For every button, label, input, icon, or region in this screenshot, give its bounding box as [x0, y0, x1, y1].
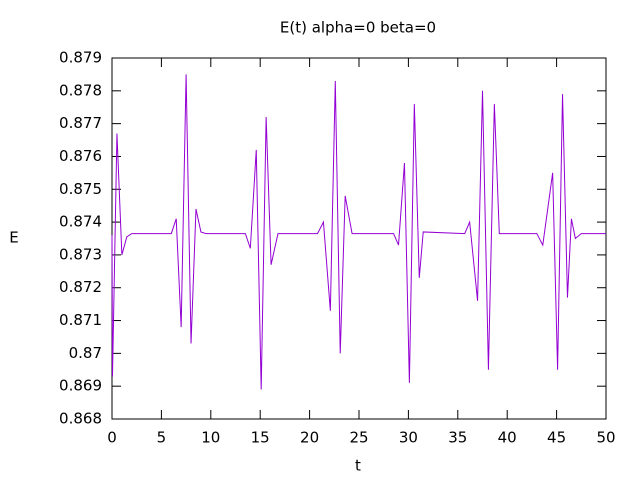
- x-tick-label: 50: [596, 429, 615, 447]
- y-tick-label: 0.876: [59, 147, 102, 165]
- y-axis-label: E: [9, 229, 18, 247]
- x-tick-label: 0: [107, 429, 117, 447]
- x-tick-label: 45: [547, 429, 566, 447]
- x-tick-label: 5: [157, 429, 167, 447]
- x-tick-label: 30: [399, 429, 418, 447]
- x-axis-label: t: [355, 457, 361, 475]
- y-tick-label: 0.874: [59, 213, 102, 231]
- y-tick-label: 0.87: [69, 344, 102, 362]
- data-line: [111, 74, 606, 390]
- x-tick-label: 15: [251, 429, 270, 447]
- plot-border: [111, 57, 607, 420]
- x-tick-label: 20: [300, 429, 319, 447]
- y-tick-label: 0.868: [59, 410, 102, 428]
- y-tick-label: 0.879: [59, 49, 102, 67]
- y-tick-label: 0.878: [59, 81, 102, 99]
- x-tick-label: 25: [349, 429, 368, 447]
- y-tick-label: 0.871: [59, 311, 102, 329]
- chart-title: E(t) alpha=0 beta=0: [280, 19, 436, 37]
- y-tick-label: 0.875: [59, 180, 102, 198]
- y-tick-label: 0.872: [59, 278, 102, 296]
- x-tick-label: 10: [201, 429, 220, 447]
- y-tick-label: 0.877: [59, 114, 102, 132]
- y-tick-label: 0.869: [59, 377, 102, 395]
- x-tick-label: 35: [448, 429, 467, 447]
- x-tick-label: 40: [498, 429, 517, 447]
- y-tick-label: 0.873: [59, 245, 102, 263]
